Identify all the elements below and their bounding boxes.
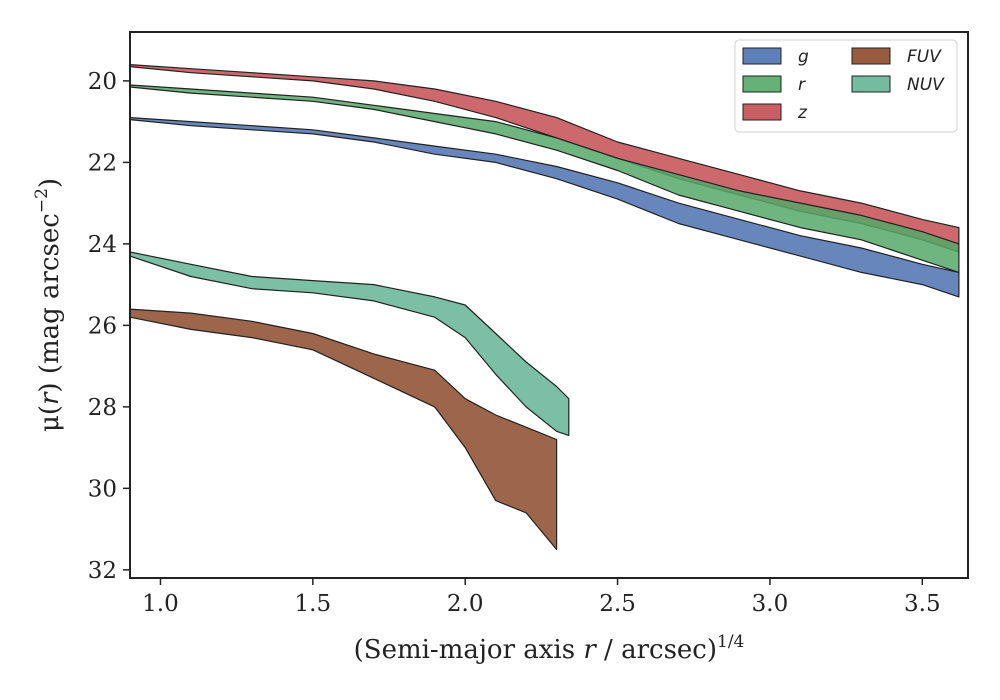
x-tick-label: 1.0 xyxy=(142,591,179,617)
y-axis: 20 22 24 26 28 30 32 xyxy=(88,69,130,584)
legend-swatch-fuv xyxy=(851,47,891,65)
y-tick-label: 26 xyxy=(88,313,117,339)
x-axis-label-var: r xyxy=(583,635,597,665)
y-tick-label: 32 xyxy=(88,558,117,584)
x-axis: 1.0 1.5 2.0 2.5 3.0 3.5 xyxy=(142,578,941,617)
x-tick-label: 3.0 xyxy=(752,591,789,617)
legend-label-r: r xyxy=(798,75,806,95)
band-g xyxy=(129,116,960,298)
x-axis-label-part-3: / arcsec) xyxy=(596,635,717,665)
band-nuv xyxy=(129,251,570,436)
legend-items: grz FUV NUV xyxy=(742,47,945,123)
y-axis-label: μ(r) (mag arcsec−2) xyxy=(32,178,65,432)
legend: grz FUV NUV xyxy=(734,39,958,133)
bands-layer xyxy=(129,63,960,551)
y-tick-label: 24 xyxy=(88,232,117,258)
band-fuv xyxy=(129,308,558,551)
legend-label-fuv: FUV xyxy=(907,47,942,67)
y-axis-label-var: r xyxy=(35,391,65,405)
legend-swatch-g xyxy=(742,47,782,65)
legend-label-z: z xyxy=(797,103,808,123)
y-tick-label: 28 xyxy=(88,395,117,421)
legend-box xyxy=(734,39,958,133)
legend-swatch-r xyxy=(742,75,782,93)
x-axis-label: (Semi-major axis r / arcsec)1/4 xyxy=(354,632,745,665)
y-tick-label: 22 xyxy=(88,150,117,176)
y-axis-label-exponent: −2 xyxy=(32,188,52,213)
y-tick-label: 30 xyxy=(88,476,117,502)
legend-label-g: g xyxy=(798,47,809,67)
plot-frame xyxy=(129,31,969,579)
x-axis-label-exponent: 1/4 xyxy=(717,632,744,652)
x-tick-label: 3.5 xyxy=(904,591,941,617)
y-axis-label-part-3: ) (mag arcsec xyxy=(35,213,65,392)
legend-label-nuv: NUV xyxy=(907,75,945,95)
x-tick-label: 2.5 xyxy=(599,591,636,617)
y-axis-label-part-5: ) xyxy=(35,178,65,188)
x-tick-label: 1.5 xyxy=(295,591,332,617)
legend-swatch-nuv xyxy=(851,75,891,93)
y-tick-label: 20 xyxy=(88,69,117,95)
y-axis-label-part-1: μ( xyxy=(35,405,65,432)
x-axis-label-part-1: (Semi-major axis xyxy=(354,635,584,665)
x-tick-label: 2.0 xyxy=(447,591,484,617)
legend-swatch-z xyxy=(742,103,782,121)
